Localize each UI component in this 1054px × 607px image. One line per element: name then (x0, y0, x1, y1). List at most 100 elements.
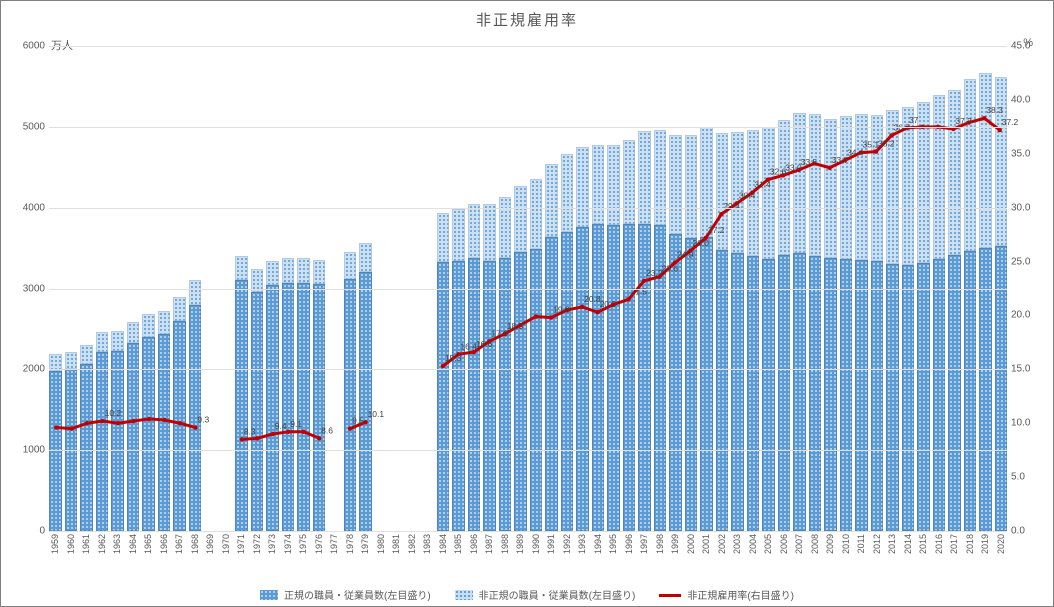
bar-segment-nonregular (514, 186, 527, 252)
gridline (49, 208, 1007, 209)
bar-segment-regular (871, 261, 884, 531)
bar-segment-nonregular (111, 331, 124, 351)
legend: 正規の職員・従業員数(左目盛り) 非正規の職員・従業員数(左目盛り) 非正規雇用… (1, 587, 1053, 602)
bar-segment-regular (111, 351, 124, 531)
bar-segment-regular (158, 334, 171, 531)
x-axis-label: 2006 (779, 534, 789, 554)
bar-segment-regular (189, 305, 202, 531)
gridline (49, 531, 1007, 532)
bar-segment-nonregular (189, 280, 202, 304)
bar-segment-nonregular (127, 322, 140, 344)
x-axis-label: 1970 (221, 534, 231, 554)
x-axis-label: 1994 (593, 534, 603, 554)
x-axis-label: 1978 (345, 534, 355, 554)
bar-segment-nonregular (266, 261, 279, 285)
bar-segment-regular (173, 321, 186, 531)
bar-segment-regular (80, 364, 93, 531)
x-axis-label: 2000 (686, 534, 696, 554)
bar-segment-regular (747, 256, 760, 531)
x-axis-label: 1973 (267, 534, 277, 554)
bar-segment-regular (824, 258, 837, 531)
bar-segment-regular (359, 272, 372, 531)
x-axis-label: 1981 (391, 534, 401, 554)
bar-segment-regular (654, 225, 667, 531)
bar-segment-regular (902, 265, 915, 531)
x-axis-label: 1967 (174, 534, 184, 554)
bar-segment-nonregular (995, 77, 1008, 246)
bar-segment-nonregular (855, 114, 868, 260)
bar-segment-nonregular (344, 252, 357, 279)
bar-segment-nonregular (871, 115, 884, 261)
x-axis-label: 1993 (577, 534, 587, 554)
x-axis-label: 2018 (965, 534, 975, 554)
bar-segment-nonregular (747, 130, 760, 256)
bar-segment-regular (917, 263, 930, 531)
x-axis-label: 1972 (252, 534, 262, 554)
bar-segment-nonregular (158, 311, 171, 334)
x-axis-label: 1964 (128, 534, 138, 554)
bar-segment-nonregular (142, 314, 155, 337)
left-axis-tick: 5000 (3, 121, 45, 132)
x-axis-label: 1976 (314, 534, 324, 554)
x-axis-label: 2011 (856, 534, 866, 553)
bar-segment-regular (793, 253, 806, 531)
bar-segment-regular (809, 256, 822, 531)
bar-segment-nonregular (359, 243, 372, 272)
bar-segment-regular (576, 227, 589, 531)
x-axis-label: 1997 (639, 534, 649, 554)
bar-segment-regular (530, 249, 543, 531)
legend-swatch-nonregular (455, 590, 473, 600)
bar-segment-regular (452, 261, 465, 531)
left-axis-tick: 2000 (3, 364, 45, 375)
legend-swatch-regular (260, 590, 278, 600)
legend-swatch-rate (659, 590, 681, 600)
x-axis-label: 1982 (407, 534, 417, 554)
x-axis-label: 1963 (112, 534, 122, 554)
legend-label-rate: 非正規雇用率(右目盛り) (687, 587, 794, 602)
x-axis-label: 1988 (500, 534, 510, 554)
x-axis-label: 1998 (655, 534, 665, 554)
bar-segment-regular (607, 225, 620, 531)
x-axis-label: 2008 (810, 534, 820, 554)
bar-segment-nonregular (607, 145, 620, 226)
x-axis-label: 2015 (918, 534, 928, 554)
x-axis-label: 2003 (732, 534, 742, 554)
bar-segment-regular (96, 352, 109, 531)
bar-segment-nonregular (592, 145, 605, 224)
x-axis-label: 1991 (546, 534, 556, 554)
bar-segment-nonregular (483, 204, 496, 261)
x-axis-label: 1989 (515, 534, 525, 554)
bar-segment-nonregular (638, 131, 651, 224)
bar-segment-regular (762, 259, 775, 531)
right-axis-tick: 0.0 (1011, 526, 1051, 537)
bar-segment-regular (266, 285, 279, 531)
x-axis-label: 1962 (97, 534, 107, 554)
x-axis-label: 1979 (360, 534, 370, 554)
bar-segment-regular (468, 258, 481, 531)
bar-segment-regular (142, 337, 155, 531)
left-axis-tick: 1000 (3, 445, 45, 456)
bar-segment-nonregular (731, 132, 744, 253)
gridline (49, 46, 1007, 47)
x-axis-label: 2014 (903, 534, 913, 554)
legend-item-rate: 非正規雇用率(右目盛り) (659, 587, 794, 602)
bar-segment-regular (840, 259, 853, 531)
bar-segment-nonregular (530, 179, 543, 249)
bar-segment-regular (344, 279, 357, 531)
bar-segment-nonregular (437, 213, 450, 262)
right-axis-tick: 30.0 (1011, 202, 1051, 213)
bar-segment-regular (964, 251, 977, 531)
x-axis-label: 2013 (887, 534, 897, 554)
bar-segment-regular (979, 248, 992, 531)
bar-segment-nonregular (173, 297, 186, 320)
bar-segment-regular (592, 224, 605, 531)
gridline (49, 450, 1007, 451)
x-axis-label: 1986 (469, 534, 479, 554)
bar-segment-nonregular (840, 116, 853, 258)
bar-segment-nonregular (964, 79, 977, 250)
x-axis-label: 2005 (763, 534, 773, 554)
right-axis-tick: 5.0 (1011, 472, 1051, 483)
bar-segment-nonregular (716, 133, 729, 250)
bar-segment-nonregular (80, 345, 93, 364)
bar-segment-regular (685, 238, 698, 531)
